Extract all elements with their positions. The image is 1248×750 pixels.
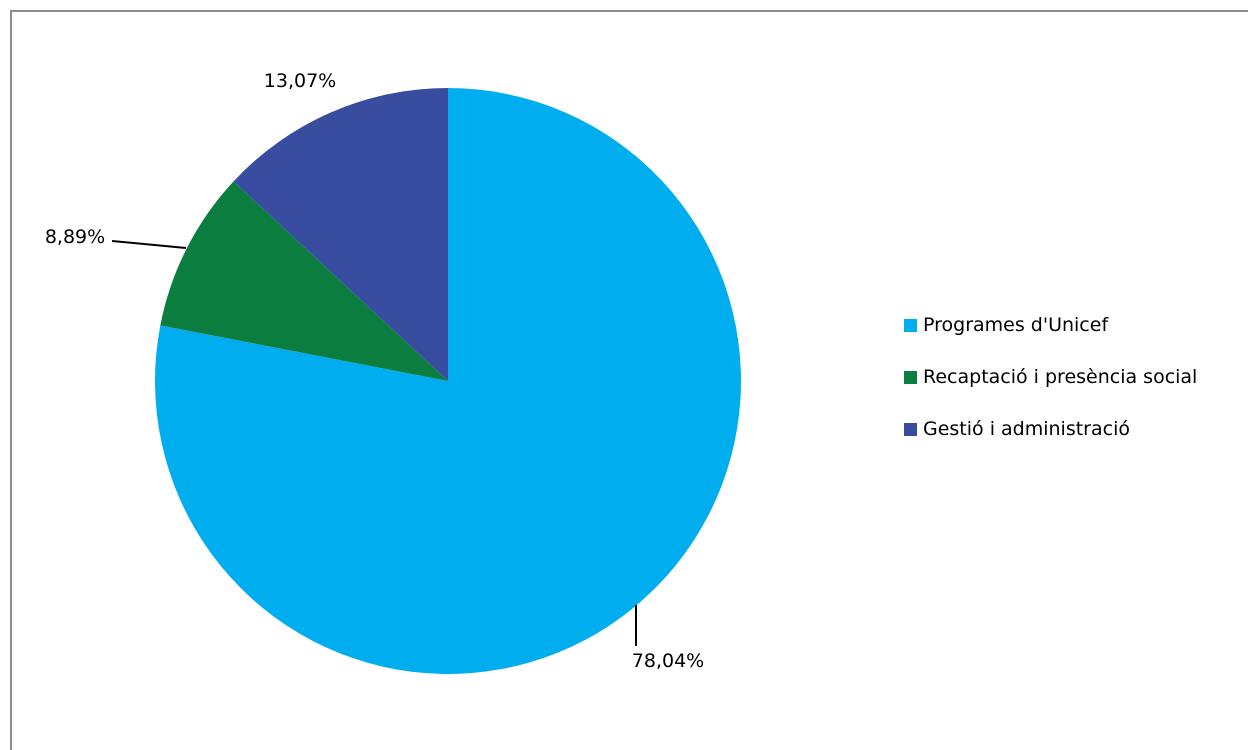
legend-swatch-gestio: [904, 422, 917, 436]
chart-frame: [10, 10, 1248, 750]
legend: Programes d'Unicef Recaptació i presènci…: [904, 314, 1198, 472]
pie-slice-recaptacio: [160, 181, 448, 381]
legend-label-gestio: Gestió i administració: [923, 418, 1130, 440]
legend-item-programes: Programes d'Unicef: [904, 314, 1197, 336]
leader-line-recaptacio: [111, 240, 187, 249]
slice-label-gestio: 13,07%: [264, 70, 336, 92]
legend-label-recaptacio: Recaptació i presència social: [923, 366, 1198, 388]
slice-label-programes: 78,04%: [632, 650, 704, 672]
pie-slices: [155, 88, 741, 674]
legend-swatch-recaptacio: [904, 370, 917, 384]
data-labels: 78,04% 8,89% 13,07%: [45, 70, 704, 672]
legend-swatch-programes: [904, 318, 917, 332]
slice-label-recaptacio: 8,89%: [45, 226, 105, 248]
legend-item-recaptacio: Recaptació i presència social: [904, 366, 1198, 388]
legend-item-gestio: Gestió i administració: [904, 418, 1197, 440]
leader-lines: [111, 240, 637, 646]
legend-label-programes: Programes d'Unicef: [923, 314, 1109, 336]
pie-slice-gestio: [233, 88, 448, 381]
